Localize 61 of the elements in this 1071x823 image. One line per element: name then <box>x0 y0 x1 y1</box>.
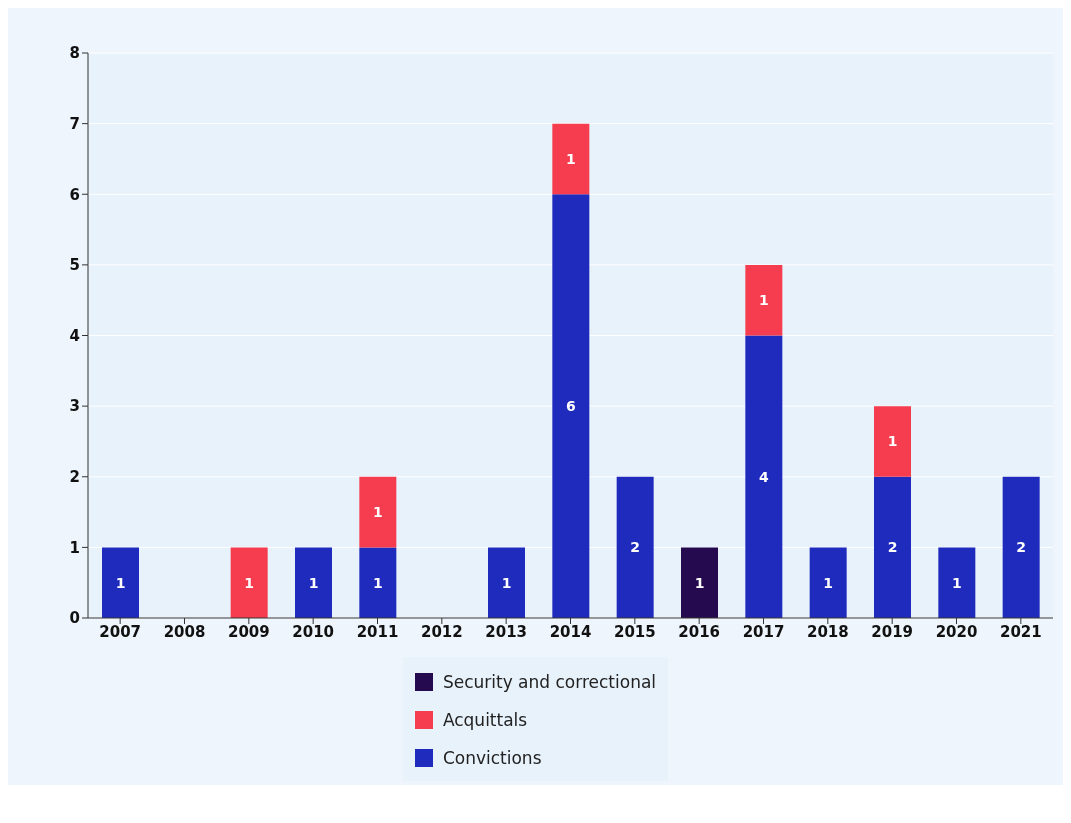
bar <box>809 547 847 618</box>
x-tick-label: 2010 <box>292 622 335 641</box>
bar <box>874 476 911 618</box>
x-tick-label: 2013 <box>485 622 528 641</box>
bar <box>359 476 397 548</box>
data-label: 1 <box>501 574 512 591</box>
y-tick-label: 7 <box>69 114 80 133</box>
data-label: 2 <box>887 539 898 556</box>
bar <box>230 547 268 618</box>
x-tick-label: 2012 <box>420 622 463 641</box>
data-label: 6 <box>565 398 576 415</box>
data-label: 1 <box>951 574 962 591</box>
y-tick-label: 2 <box>69 468 80 487</box>
x-tick-label: 2020 <box>935 622 978 641</box>
data-label: 1 <box>372 574 383 591</box>
data-label: 1 <box>823 574 834 591</box>
bar <box>874 406 911 477</box>
y-tick-label: 1 <box>69 538 80 557</box>
x-tick-label: 2016 <box>678 622 721 641</box>
bar <box>552 123 590 195</box>
data-label: 2 <box>1016 539 1027 556</box>
x-tick-label: 2009 <box>227 622 270 641</box>
bar <box>1002 476 1040 618</box>
bar <box>552 194 590 618</box>
x-tick-label: 2021 <box>999 622 1042 641</box>
data-label: 1 <box>115 574 126 591</box>
y-tick-label: 6 <box>69 185 80 204</box>
y-tick-label: 5 <box>69 256 80 275</box>
bar <box>102 547 139 618</box>
x-tick-label: 2018 <box>806 622 849 641</box>
x-tick-label: 2011 <box>356 622 399 641</box>
bar <box>745 264 783 336</box>
data-label: 1 <box>694 574 705 591</box>
y-tick-label: 4 <box>69 326 80 345</box>
data-label: 1 <box>308 574 319 591</box>
y-tick-label: 0 <box>69 609 80 628</box>
y-tick-label: 3 <box>69 397 80 416</box>
x-tick-label: 2014 <box>549 622 592 641</box>
x-tick-label: 2019 <box>871 622 914 641</box>
data-label: 1 <box>244 574 255 591</box>
data-label: 1 <box>565 150 576 167</box>
data-label: 2 <box>630 539 641 556</box>
legend-label: Acquittals <box>442 710 528 730</box>
bar <box>681 547 718 618</box>
x-tick-label: 2015 <box>613 622 656 641</box>
bar <box>488 547 525 618</box>
legend-label: Convictions <box>442 748 542 768</box>
y-tick-label: 8 <box>69 44 80 63</box>
data-label: 1 <box>758 292 769 309</box>
bar <box>745 335 783 618</box>
x-tick-label: 2007 <box>99 622 142 641</box>
data-label: 1 <box>372 504 383 521</box>
data-label: 1 <box>887 433 898 450</box>
bar <box>938 547 976 618</box>
bar <box>359 547 397 618</box>
legend-label: Security and correctional <box>442 672 657 692</box>
x-tick-label: 2017 <box>742 622 785 641</box>
bar <box>616 476 654 618</box>
bar <box>295 547 332 618</box>
data-label: 4 <box>758 468 769 485</box>
x-tick-label: 2008 <box>163 622 206 641</box>
